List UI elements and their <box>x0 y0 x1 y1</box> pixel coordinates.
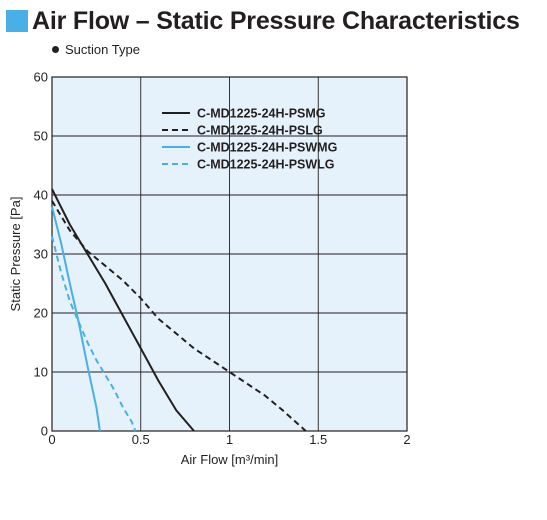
y-tick-label: 50 <box>34 129 48 144</box>
series-line <box>51 200 307 432</box>
y-tick-label: 30 <box>34 247 48 262</box>
title-square-icon <box>6 10 28 32</box>
series-line <box>51 236 137 432</box>
legend-label: C-MD1225-24H-PSMG <box>197 107 326 121</box>
chart-title: Air Flow – Static Pressure Characteristi… <box>32 6 520 35</box>
x-tick-label: 2 <box>403 432 410 447</box>
legend-label: C-MD1225-24H-PSWLG <box>197 158 335 172</box>
subtitle-text: Suction Type <box>65 42 140 57</box>
y-tick-label: 10 <box>34 365 48 380</box>
y-tick-label: 40 <box>34 188 48 203</box>
x-tick-label: 1.5 <box>309 432 327 447</box>
x-tick-label: 0.5 <box>132 432 150 447</box>
plot-frame <box>51 76 408 432</box>
bullet-icon <box>52 46 59 53</box>
series-line <box>51 188 195 432</box>
chart-header: Air Flow – Static Pressure Characteristi… <box>6 5 520 37</box>
x-axis-label: Air Flow [m³/min] <box>181 452 279 467</box>
legend-label: C-MD1225-24H-PSWMG <box>197 141 337 155</box>
x-tick-label: 0 <box>48 432 55 447</box>
y-tick-label: 20 <box>34 306 48 321</box>
x-tick-label: 1 <box>226 432 233 447</box>
chart-subtitle: Suction Type <box>52 42 140 57</box>
legend-label: C-MD1225-24H-PSLG <box>197 124 323 138</box>
y-tick-label: 0 <box>41 424 48 439</box>
y-axis-label: Static Pressure [Pa] <box>8 197 23 312</box>
y-tick-label: 60 <box>34 70 48 85</box>
series-line <box>51 206 101 432</box>
